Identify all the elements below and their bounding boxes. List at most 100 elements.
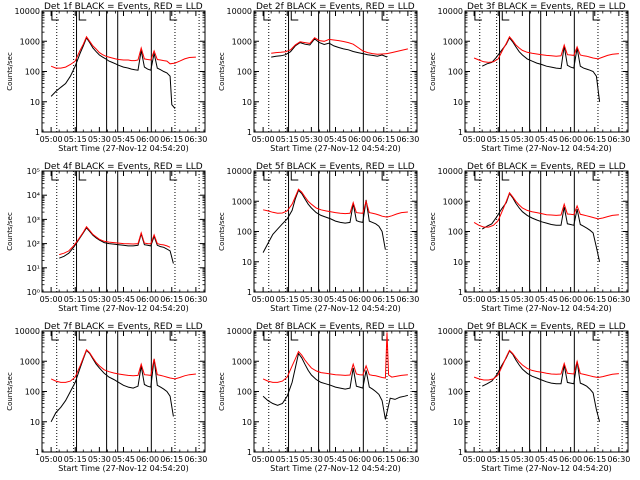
x-axis-label: Start Time (27-Nov-12 04:54:20)	[481, 304, 611, 313]
x-axis-label: Start Time (27-Nov-12 04:54:20)	[58, 464, 188, 473]
bracket-mark	[263, 331, 271, 341]
panel-title: Det 2f BLACK = Events, RED = LLD	[256, 2, 415, 12]
x-tick-label: 05:15	[276, 295, 299, 304]
y-tick-label: 1000	[232, 197, 252, 206]
y-tick-label: 10	[453, 418, 463, 427]
lld-series-line	[473, 349, 619, 381]
events-series-line	[262, 189, 386, 253]
y-tick-label: 10000	[15, 7, 40, 16]
y-tick-label: 1000	[232, 37, 252, 46]
plot-frame	[464, 10, 629, 133]
y-tick-label: 10	[242, 258, 252, 267]
bracket-mark	[263, 171, 271, 181]
panel-title: Det 6f BLACK = Events, RED = LLD	[467, 162, 626, 172]
x-tick-label: 06:30	[607, 455, 630, 464]
x-tick-label: 06:15	[372, 295, 395, 304]
y-tick-label: 1	[247, 288, 252, 297]
bracket-mark	[592, 171, 601, 181]
x-tick-label: 05:15	[64, 135, 87, 144]
x-tick-label: 05:15	[276, 455, 299, 464]
y-tick-label: 1000	[20, 357, 40, 366]
lld-series-line	[50, 35, 196, 69]
y-axis-label: Counts/sec	[218, 372, 226, 411]
x-tick-label: 06:30	[396, 455, 419, 464]
y-tick-label: 10⁵	[27, 167, 40, 176]
bracket-mark	[592, 11, 601, 21]
plot-frame	[41, 170, 206, 293]
lld-series-line	[262, 188, 408, 218]
lld-series-line	[59, 225, 171, 256]
x-tick-label: 06:15	[160, 135, 183, 144]
plot-frame	[464, 330, 629, 453]
x-tick-label: 05:00	[463, 455, 486, 464]
x-tick-label: 05:30	[511, 295, 534, 304]
x-axis-label: Start Time (27-Nov-12 04:54:20)	[58, 144, 188, 153]
y-tick-label: 1	[35, 128, 40, 137]
x-tick-label: 05:30	[511, 135, 534, 144]
x-axis-label: Start Time (27-Nov-12 04:54:20)	[270, 304, 400, 313]
bracket-mark	[474, 331, 482, 341]
y-tick-label: 10000	[227, 7, 252, 16]
detector-panel-8: Det 8f BLACK = Events, RED = LLD 1 10 100 10…	[218, 322, 419, 473]
y-tick-label: 100	[25, 388, 40, 397]
x-tick-label: 06:30	[396, 135, 419, 144]
bracket-mark	[51, 171, 59, 181]
y-tick-label: 100	[237, 228, 252, 237]
y-tick-label: 10000	[438, 327, 463, 336]
y-axis-label: Counts/sec	[218, 52, 226, 91]
x-tick-label: 06:00	[136, 455, 159, 464]
y-tick-label: 1	[458, 128, 463, 137]
y-tick-label: 10	[453, 258, 463, 267]
x-tick-label: 05:15	[64, 295, 87, 304]
panel-title: Det 8f BLACK = Events, RED = LLD	[256, 322, 415, 332]
x-tick-label: 06:15	[372, 455, 395, 464]
lld-series-line	[271, 37, 409, 55]
y-axis-label: Counts/sec	[6, 52, 14, 91]
x-tick-label: 05:30	[88, 135, 111, 144]
y-tick-label: 10³	[27, 215, 40, 224]
y-tick-label: 10000	[438, 167, 463, 176]
x-tick-label: 05:15	[487, 455, 510, 464]
bracket-mark	[290, 171, 299, 181]
x-tick-label: 05:45	[535, 135, 558, 144]
y-tick-label: 10⁰	[27, 288, 40, 297]
plot-frame	[41, 330, 206, 453]
y-tick-label: 10¹	[27, 264, 40, 273]
x-axis-label: Start Time (27-Nov-12 04:54:20)	[481, 464, 611, 473]
y-axis-label: Counts/sec	[429, 52, 437, 91]
y-tick-label: 10	[242, 418, 252, 427]
y-axis-label: Counts/sec	[429, 372, 437, 411]
x-tick-label: 06:00	[559, 135, 582, 144]
x-tick-label: 06:15	[583, 135, 606, 144]
x-tick-label: 05:00	[252, 295, 275, 304]
x-tick-label: 05:00	[40, 135, 63, 144]
y-tick-label: 1	[458, 288, 463, 297]
x-tick-label: 05:45	[324, 455, 347, 464]
plot-frame	[41, 10, 206, 133]
x-tick-label: 05:00	[40, 455, 63, 464]
detector-panel-2: Det 2f BLACK = Events, RED = LLD 1 10 100 10…	[218, 2, 419, 153]
bracket-mark	[169, 331, 178, 341]
x-tick-label: 06:00	[136, 295, 159, 304]
y-tick-label: 10000	[15, 327, 40, 336]
y-tick-label: 100	[448, 228, 463, 237]
y-tick-label: 1000	[20, 37, 40, 46]
x-tick-label: 06:15	[160, 295, 183, 304]
x-axis-label: Start Time (27-Nov-12 04:54:20)	[270, 464, 400, 473]
y-axis-label: Counts/sec	[429, 212, 437, 251]
x-tick-label: 05:30	[88, 455, 111, 464]
x-tick-label: 05:15	[276, 135, 299, 144]
y-tick-label: 1000	[232, 357, 252, 366]
x-tick-label: 05:30	[511, 455, 534, 464]
x-tick-label: 06:00	[559, 455, 582, 464]
y-tick-label: 1000	[443, 357, 463, 366]
x-tick-label: 05:45	[535, 295, 558, 304]
plot-frame	[253, 10, 418, 133]
bracket-mark	[51, 331, 59, 341]
bracket-mark	[78, 11, 87, 21]
y-tick-label: 10	[242, 98, 252, 107]
y-axis-label: Counts/sec	[218, 212, 226, 251]
x-tick-label: 06:30	[184, 135, 207, 144]
